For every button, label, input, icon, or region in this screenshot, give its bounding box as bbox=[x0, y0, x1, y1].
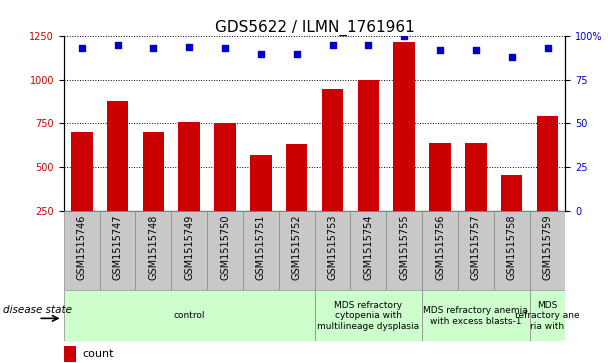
Point bbox=[256, 51, 266, 57]
Bar bbox=[286, 144, 308, 211]
Point bbox=[507, 54, 517, 60]
Text: GSM1515753: GSM1515753 bbox=[328, 215, 337, 280]
FancyBboxPatch shape bbox=[386, 211, 422, 290]
Text: MDS refractory
cytopenia with
multilineage dysplasia: MDS refractory cytopenia with multilinea… bbox=[317, 301, 420, 331]
Point bbox=[148, 46, 158, 52]
Bar bbox=[107, 101, 128, 211]
Text: GSM1515751: GSM1515751 bbox=[256, 215, 266, 280]
FancyBboxPatch shape bbox=[350, 211, 386, 290]
Bar bbox=[71, 132, 92, 211]
Text: MDS
refractory ane
ria with: MDS refractory ane ria with bbox=[515, 301, 580, 331]
Bar bbox=[429, 143, 451, 211]
FancyBboxPatch shape bbox=[530, 290, 565, 341]
Text: MDS refractory anemia
with excess blasts-1: MDS refractory anemia with excess blasts… bbox=[424, 306, 528, 326]
Point bbox=[435, 47, 445, 53]
Text: GSM1515756: GSM1515756 bbox=[435, 215, 445, 280]
Bar bbox=[393, 41, 415, 211]
Text: GSM1515754: GSM1515754 bbox=[364, 215, 373, 280]
FancyBboxPatch shape bbox=[64, 211, 100, 290]
FancyBboxPatch shape bbox=[207, 211, 243, 290]
Bar bbox=[537, 117, 558, 211]
Text: GSM1515752: GSM1515752 bbox=[292, 215, 302, 280]
Text: GSM1515758: GSM1515758 bbox=[506, 215, 517, 280]
Bar bbox=[250, 155, 272, 211]
FancyBboxPatch shape bbox=[458, 211, 494, 290]
Point bbox=[543, 46, 553, 52]
Point bbox=[77, 46, 86, 52]
FancyBboxPatch shape bbox=[422, 211, 458, 290]
FancyBboxPatch shape bbox=[315, 211, 350, 290]
FancyBboxPatch shape bbox=[64, 290, 315, 341]
FancyBboxPatch shape bbox=[136, 211, 171, 290]
Bar bbox=[465, 143, 486, 211]
Point bbox=[364, 42, 373, 48]
Bar bbox=[143, 132, 164, 211]
Text: control: control bbox=[173, 311, 205, 320]
Text: GSM1515755: GSM1515755 bbox=[399, 215, 409, 280]
FancyBboxPatch shape bbox=[171, 211, 207, 290]
FancyBboxPatch shape bbox=[530, 211, 565, 290]
Point bbox=[399, 33, 409, 39]
Bar bbox=[322, 89, 344, 211]
Text: GSM1515748: GSM1515748 bbox=[148, 215, 159, 280]
Text: GSM1515757: GSM1515757 bbox=[471, 215, 481, 280]
Point bbox=[328, 42, 337, 48]
Bar bbox=[358, 80, 379, 211]
Point bbox=[184, 44, 194, 50]
Point bbox=[471, 47, 481, 53]
FancyBboxPatch shape bbox=[422, 290, 530, 341]
Text: GSM1515747: GSM1515747 bbox=[112, 215, 123, 280]
Point bbox=[112, 42, 122, 48]
Title: GDS5622 / ILMN_1761961: GDS5622 / ILMN_1761961 bbox=[215, 20, 415, 36]
Bar bbox=[179, 122, 200, 211]
Bar bbox=[501, 175, 522, 211]
Text: count: count bbox=[82, 350, 114, 359]
Point bbox=[292, 51, 302, 57]
Text: disease state: disease state bbox=[3, 305, 72, 315]
Bar bbox=[64, 346, 76, 362]
Text: GSM1515749: GSM1515749 bbox=[184, 215, 194, 280]
FancyBboxPatch shape bbox=[100, 211, 136, 290]
Bar bbox=[214, 123, 236, 211]
Text: GSM1515759: GSM1515759 bbox=[542, 215, 553, 280]
FancyBboxPatch shape bbox=[494, 211, 530, 290]
Text: GSM1515746: GSM1515746 bbox=[77, 215, 87, 280]
Text: GSM1515750: GSM1515750 bbox=[220, 215, 230, 280]
FancyBboxPatch shape bbox=[315, 290, 422, 341]
FancyBboxPatch shape bbox=[279, 211, 315, 290]
FancyBboxPatch shape bbox=[243, 211, 279, 290]
Point bbox=[220, 46, 230, 52]
